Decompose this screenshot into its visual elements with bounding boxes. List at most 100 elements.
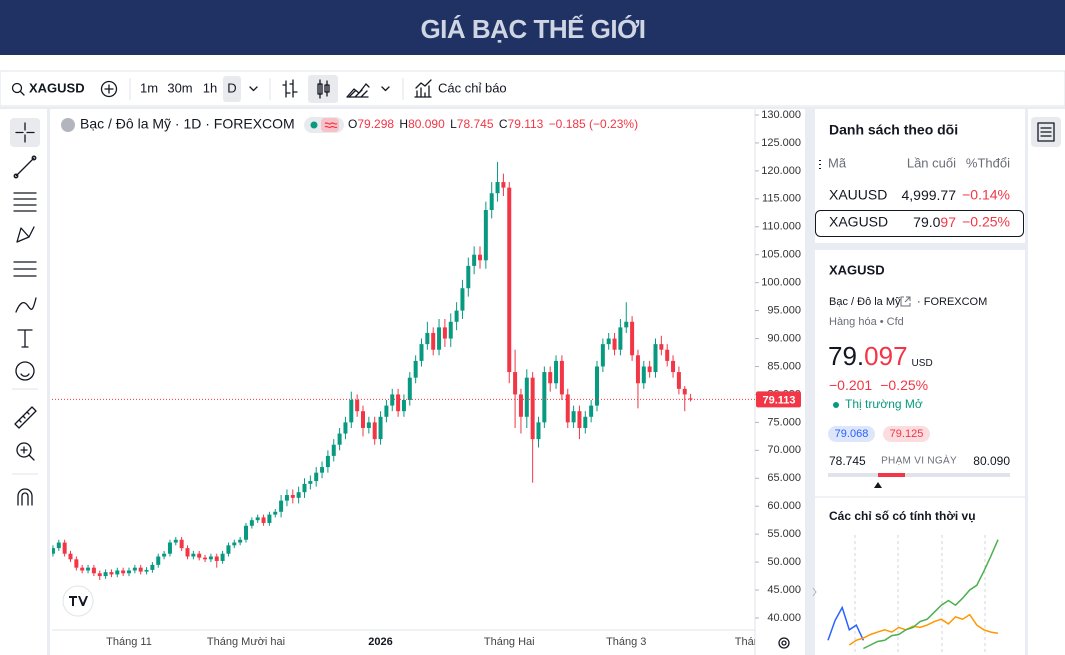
x-tick-label: Tháng Mười hai xyxy=(207,636,285,648)
candle-body xyxy=(518,394,523,417)
text-tool[interactable] xyxy=(17,329,33,348)
bars-style[interactable] xyxy=(282,79,298,98)
candle-body xyxy=(249,520,254,526)
range-low: 78.745 xyxy=(829,454,866,468)
candle-body xyxy=(524,377,529,417)
watchlist-symbol[interactable]: XAGUSD xyxy=(829,214,888,230)
bid-pill xyxy=(828,426,875,442)
candle-body xyxy=(653,344,658,373)
symbol-search[interactable]: XAGUSD xyxy=(29,80,85,95)
interval-button[interactable]: D xyxy=(227,80,236,95)
candle-body xyxy=(52,548,55,554)
candle-body xyxy=(62,542,67,554)
candle-body xyxy=(606,338,611,345)
y-tick-label: 110.000 xyxy=(762,221,801,233)
candle-body xyxy=(419,344,424,361)
settings-icon[interactable] xyxy=(778,637,790,649)
header-bar xyxy=(0,0,1065,55)
watchlist-title: Danh sách theo dõi xyxy=(829,122,958,138)
trend-line-tool[interactable] xyxy=(15,157,35,177)
interval-dropdown[interactable] xyxy=(249,86,258,92)
crosshair-tool[interactable] xyxy=(15,122,35,143)
candles-style[interactable] xyxy=(317,79,330,99)
interval-button[interactable]: 1m xyxy=(140,80,158,95)
candle-body xyxy=(361,411,365,428)
candle-body xyxy=(513,372,518,395)
legend-label: L xyxy=(450,117,457,131)
style-dropdown[interactable] xyxy=(381,86,390,92)
candle-body xyxy=(501,182,506,188)
details-symbol: XAGUSD xyxy=(829,262,885,277)
search-icon-handle xyxy=(19,90,25,96)
candle-body xyxy=(676,372,681,389)
forecast-tool[interactable] xyxy=(13,261,37,277)
candle-body xyxy=(442,327,447,339)
legend-symbol: Bạc / Đô la Mỹ · 1D · FOREXCOM xyxy=(80,116,295,132)
legend-value: 78.745 xyxy=(457,117,494,131)
indicators-button[interactable]: Các chỉ báo xyxy=(438,80,507,95)
zoom-tool-handle xyxy=(20,446,35,461)
search-icon[interactable] xyxy=(11,82,23,94)
candle-body xyxy=(343,422,348,434)
candle-body xyxy=(671,360,676,373)
market-open-dot xyxy=(310,121,318,129)
candle-body xyxy=(284,495,289,501)
candle-body xyxy=(273,511,278,515)
candle-body xyxy=(600,344,605,367)
data-delay-badge xyxy=(321,118,339,132)
candle-body xyxy=(454,310,459,322)
tv-logo[interactable] xyxy=(62,585,94,617)
add-symbol-plus xyxy=(104,84,114,94)
watchlist-button[interactable] xyxy=(1037,122,1055,142)
tv-logo-mark xyxy=(69,596,88,606)
watchlist-panel xyxy=(815,109,1025,243)
candle-body xyxy=(255,517,260,521)
y-tick-label: 55.000 xyxy=(767,528,801,540)
candle-body xyxy=(349,400,354,423)
candle-body xyxy=(401,400,406,412)
pattern-tool[interactable] xyxy=(16,226,35,243)
icon-tool[interactable] xyxy=(15,361,35,381)
candle-body xyxy=(308,481,313,484)
status-dot xyxy=(833,402,839,408)
y-tick-label: 40.000 xyxy=(767,612,801,624)
zoom-tool[interactable] xyxy=(16,442,32,458)
candle-body xyxy=(378,416,383,440)
interval-button[interactable]: 30m xyxy=(167,80,192,95)
column-header: Mã xyxy=(828,155,847,170)
ruler-tool[interactable] xyxy=(14,406,37,429)
candle-body xyxy=(548,372,553,384)
y-tick-label: 70.000 xyxy=(767,444,801,456)
area-style[interactable] xyxy=(346,83,370,98)
trend-line-tool-end xyxy=(31,155,37,161)
change-pct: −0.25% xyxy=(880,377,928,393)
interval-button[interactable]: 1h xyxy=(203,80,217,95)
candle-body xyxy=(103,572,108,577)
collapse-handle[interactable] xyxy=(812,587,817,597)
candle-body xyxy=(612,338,617,350)
external-link[interactable] xyxy=(900,296,911,307)
add-symbol[interactable] xyxy=(100,80,118,98)
candle-body xyxy=(565,394,570,423)
selected-row[interactable] xyxy=(815,210,1024,237)
candle-body xyxy=(396,394,401,412)
candle-body xyxy=(624,321,629,328)
price-tick: 097 xyxy=(864,341,907,371)
candle-body xyxy=(97,573,102,577)
details-panel xyxy=(815,250,1025,655)
fib-tool[interactable] xyxy=(13,192,37,212)
watchlist-symbol[interactable]: XAUUSD xyxy=(829,187,887,203)
y-tick-label: 45.000 xyxy=(767,584,801,596)
symbol-logo xyxy=(61,118,75,132)
candle-body xyxy=(635,355,640,384)
candle-body xyxy=(495,182,500,194)
brush-tool[interactable] xyxy=(15,297,37,313)
indicators-icon[interactable] xyxy=(414,79,432,98)
magnet-tool[interactable] xyxy=(17,488,33,506)
candle-body xyxy=(483,209,488,261)
candle-body xyxy=(109,572,114,575)
watchlist-change: −0.14% xyxy=(962,187,1010,203)
last-price: 79.0 xyxy=(913,214,940,230)
candle-body xyxy=(384,405,389,417)
column-header: %Thđổi xyxy=(966,155,1010,170)
